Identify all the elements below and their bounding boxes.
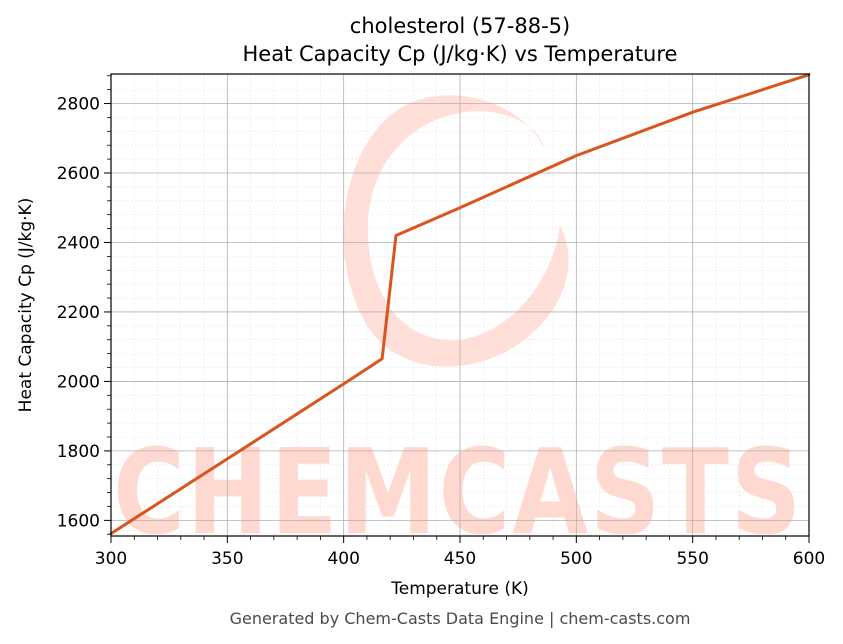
y-tick-label: 2200: [57, 303, 100, 323]
series-line-heat-capacity: [109, 73, 811, 536]
y-tick-label: 2400: [57, 233, 100, 253]
chart-title: cholesterol (57-88-5): [350, 14, 570, 38]
y-axis-label: Heat Capacity Cp (J/kg·K): [16, 198, 36, 413]
y-tick-label: 1800: [57, 442, 100, 462]
chart-subtitle: Heat Capacity Cp (J/kg·K) vs Temperature: [243, 42, 678, 66]
x-tick-label: 600: [793, 549, 825, 569]
ticks: [104, 75, 810, 543]
x-tick-label: 450: [444, 549, 476, 569]
y-tick-label: 2800: [57, 95, 100, 115]
x-tick-label: 400: [327, 549, 359, 569]
x-axis-label: Temperature (K): [390, 579, 529, 599]
series-layer: [109, 73, 811, 536]
footer-credit: Generated by Chem-Casts Data Engine | ch…: [230, 609, 691, 628]
y-tick-label: 2600: [57, 164, 100, 184]
watermark: CHEMCASTS: [113, 95, 803, 561]
y-tick-label: 1600: [57, 511, 100, 531]
y-tick-label: 2000: [57, 372, 100, 392]
watermark-text: CHEMCASTS: [113, 423, 803, 561]
x-tick-label: 550: [676, 549, 708, 569]
x-tick-label: 300: [95, 549, 127, 569]
x-tick-label: 350: [211, 549, 243, 569]
x-tick-label: 500: [560, 549, 592, 569]
tick-labels: 300 350 400 450 500 550 600 1600 1800 2000 2200 240…: [57, 95, 825, 569]
